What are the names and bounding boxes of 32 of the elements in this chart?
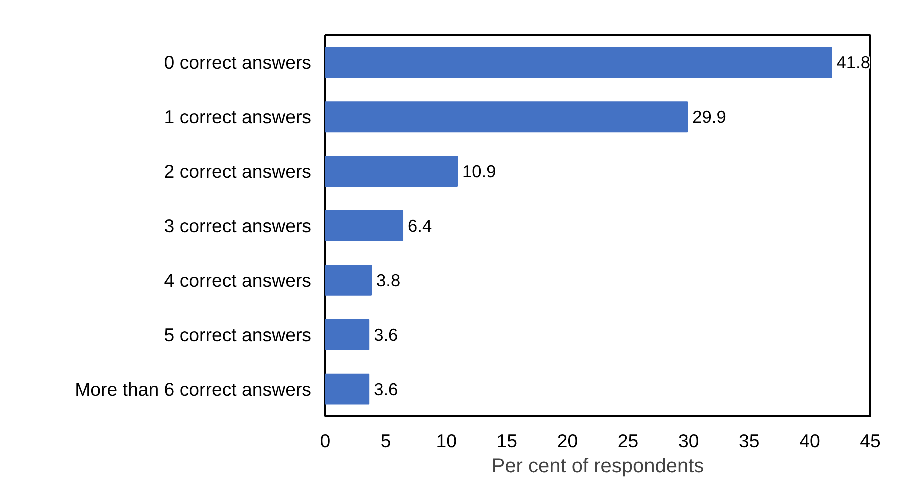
x-tick-label: 40 bbox=[800, 430, 820, 452]
y-tick-label: More than 6 correct answers bbox=[75, 378, 312, 400]
x-tick-label: 20 bbox=[557, 430, 578, 452]
x-tick-label: 10 bbox=[436, 430, 457, 452]
y-tick-label: 2 correct answers bbox=[164, 161, 312, 182]
bar bbox=[326, 264, 372, 296]
data-label: 6.4 bbox=[408, 216, 432, 236]
data-label: 3.8 bbox=[376, 270, 401, 290]
x-tick-label: 0 bbox=[320, 430, 331, 452]
x-tick-label: 5 bbox=[380, 430, 392, 452]
bar bbox=[326, 210, 404, 242]
bar bbox=[326, 319, 370, 350]
data-label: 3.6 bbox=[374, 379, 398, 400]
y-tick-label: 3 correct answers bbox=[164, 216, 312, 236]
x-tick-label: 15 bbox=[496, 430, 518, 452]
data-label: 10.9 bbox=[462, 162, 496, 182]
bar bbox=[326, 102, 688, 133]
data-label: 41.8 bbox=[836, 52, 870, 73]
y-tick-label: 5 correct answers bbox=[164, 324, 312, 346]
bar bbox=[326, 47, 832, 78]
data-label: 3.6 bbox=[374, 324, 398, 345]
y-tick-label: 4 correct answers bbox=[164, 270, 312, 291]
y-tick-label: 0 correct answers bbox=[164, 52, 312, 74]
bar bbox=[326, 156, 458, 188]
x-tick-label: 30 bbox=[678, 430, 700, 452]
data-label: 29.9 bbox=[692, 107, 726, 128]
x-tick-label: 45 bbox=[860, 430, 881, 452]
y-tick-label: 1 correct answers bbox=[164, 106, 312, 128]
bar bbox=[326, 374, 370, 405]
x-tick-label: 35 bbox=[739, 430, 760, 452]
x-axis-title: Per cent of respondents bbox=[492, 456, 704, 478]
x-tick-label: 25 bbox=[618, 430, 639, 452]
